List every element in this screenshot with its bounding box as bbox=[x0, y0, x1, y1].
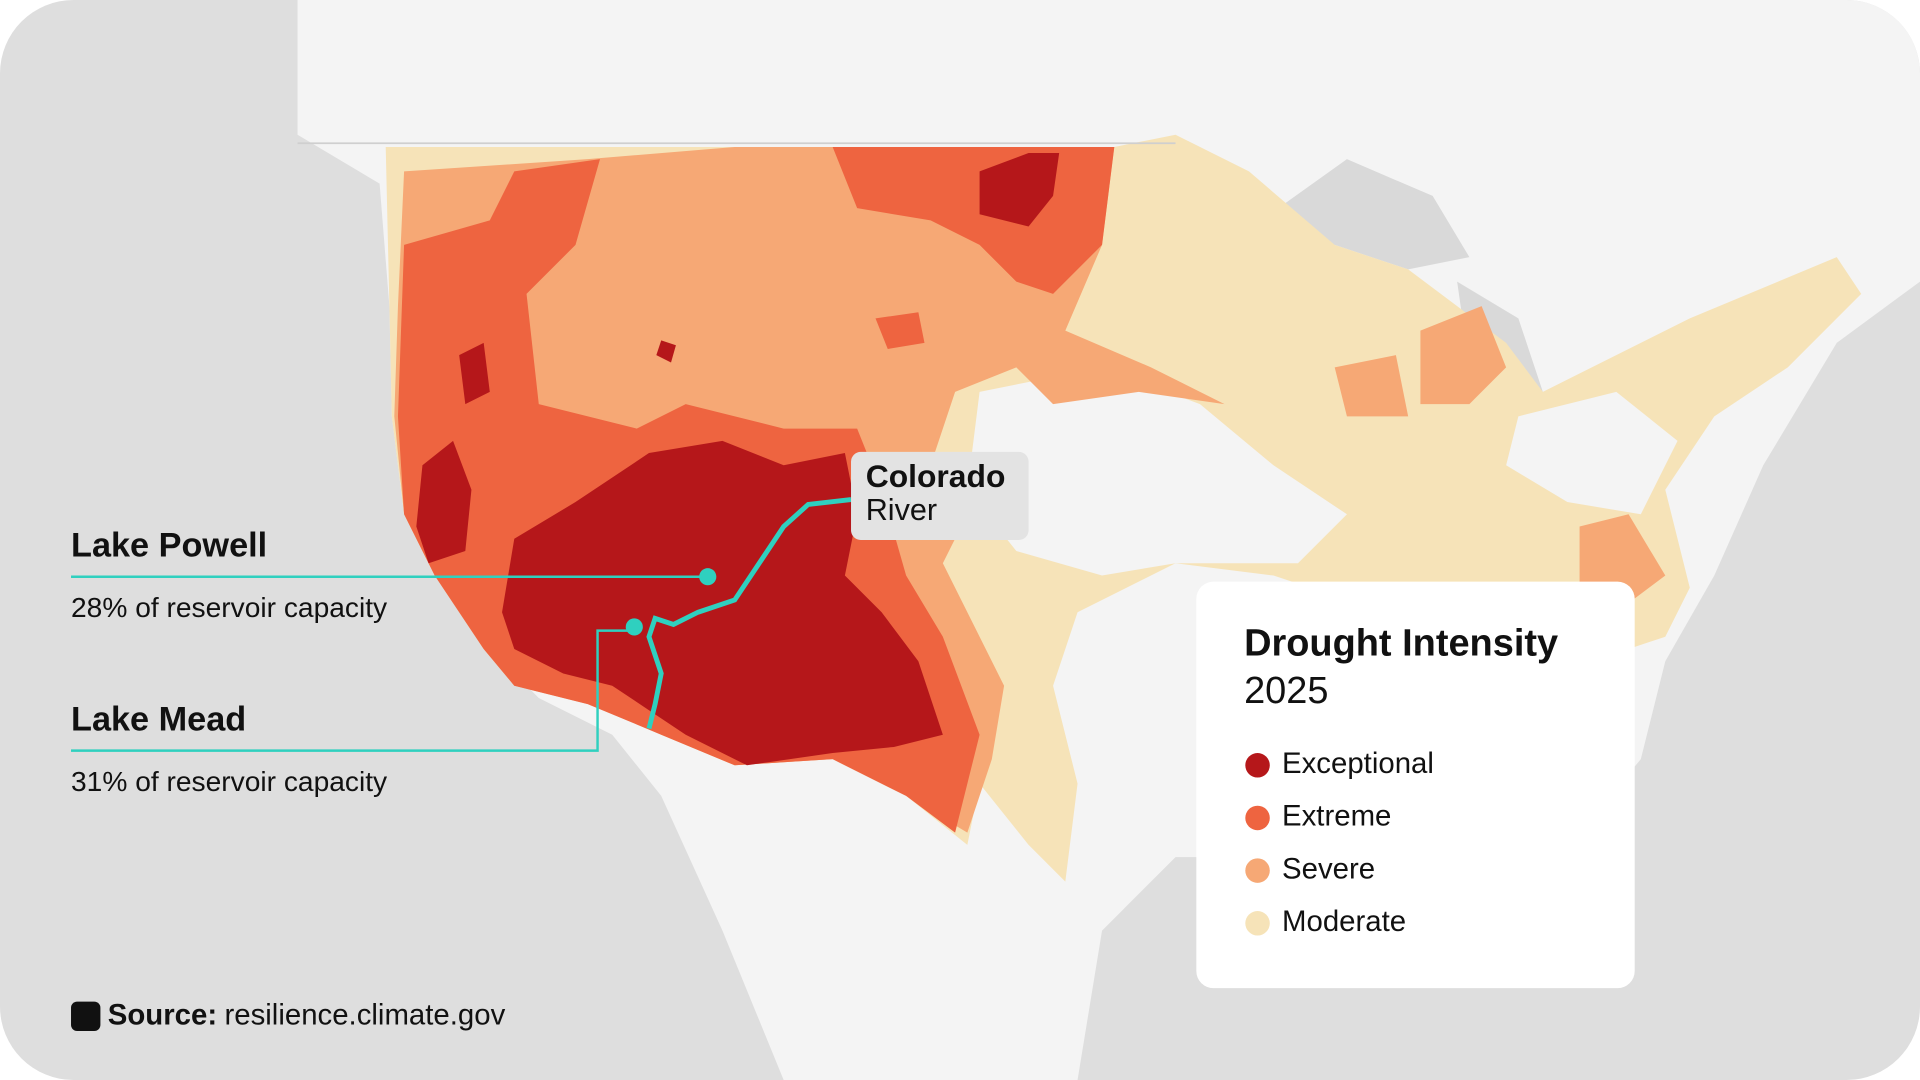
legend-swatch bbox=[1245, 805, 1270, 831]
lake-name: Lake Powell bbox=[71, 526, 267, 564]
lake-mead-dot bbox=[625, 618, 643, 636]
lake-name: Lake Mead bbox=[71, 700, 246, 738]
river-kind: River bbox=[866, 493, 937, 527]
legend-swatch bbox=[1245, 858, 1270, 883]
lake-mead-leader bbox=[71, 629, 635, 752]
river-label-box bbox=[851, 451, 1029, 540]
source-icon bbox=[71, 1001, 101, 1032]
legend-swatch bbox=[1245, 911, 1270, 936]
legend-label: Severe bbox=[1282, 852, 1375, 885]
legend-label: Exceptional bbox=[1282, 747, 1434, 780]
exceptional-area bbox=[416, 153, 1060, 766]
source-label: Source: bbox=[108, 998, 217, 1031]
source-url: resilience.climate.gov bbox=[224, 998, 505, 1031]
no-drought-area bbox=[661, 183, 1678, 576]
legend-year: 2025 bbox=[1244, 670, 1328, 712]
river-name: Colorado bbox=[866, 458, 1006, 494]
lake-detail: 28% of reservoir capacity bbox=[71, 592, 388, 623]
legend-label: Moderate bbox=[1282, 905, 1406, 938]
lake-powell-dot bbox=[699, 568, 717, 586]
colorado-river bbox=[646, 497, 852, 730]
legend-box bbox=[1196, 581, 1635, 989]
source: Source: resilience.climate.gov bbox=[108, 998, 506, 1031]
lake-detail: 31% of reservoir capacity bbox=[71, 766, 388, 797]
legend-label: Extreme bbox=[1282, 800, 1391, 833]
legend: Drought Intensity 2025 Exceptional Extrem… bbox=[1196, 581, 1635, 989]
legend-title: Drought Intensity bbox=[1244, 622, 1558, 664]
legend-swatch bbox=[1245, 753, 1270, 778]
